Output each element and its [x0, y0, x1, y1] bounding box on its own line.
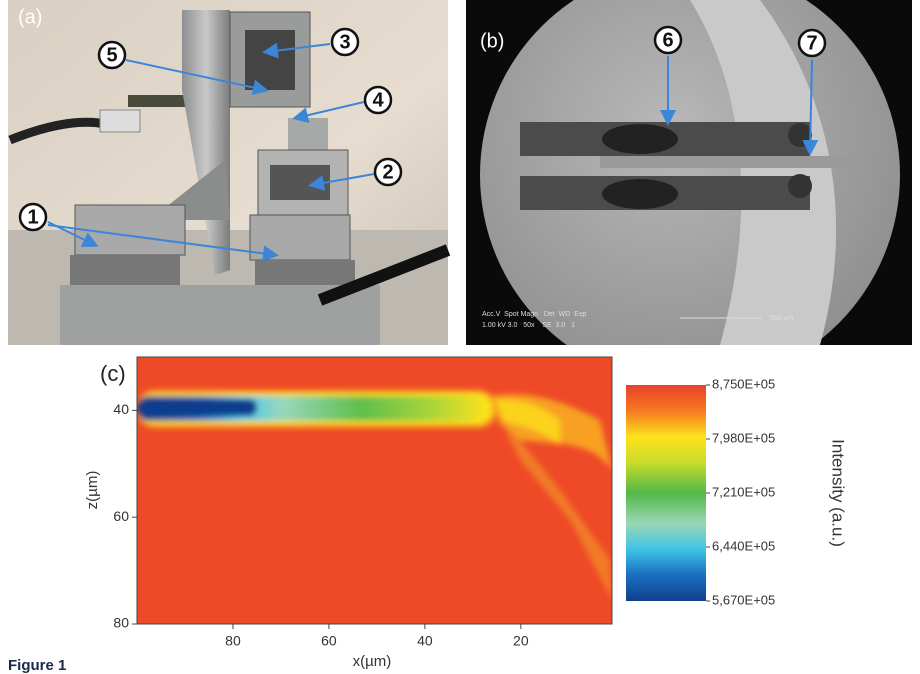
marker: 5: [97, 40, 127, 70]
marker-text: 1: [27, 206, 38, 228]
marker: 7: [797, 28, 827, 58]
marker-text: 2: [382, 161, 393, 183]
photo-b: [466, 0, 912, 345]
y-axis-label: z(µm): [84, 471, 101, 510]
marker: 6: [653, 25, 683, 55]
figure-label: Figure 1: [8, 657, 66, 674]
panel-label: (a): [18, 6, 42, 28]
y-tick-label: 80: [113, 615, 129, 631]
sem-header: Acc.V Spot Magn Det WD Exp: [482, 311, 586, 318]
marker: 3: [330, 27, 360, 57]
colorbar-tick-label: 5,670E+05: [712, 592, 775, 607]
panel-label: (b): [480, 30, 504, 52]
x-tick-label: 80: [225, 633, 241, 649]
marker: 4: [363, 85, 393, 115]
marker-text: 4: [372, 89, 384, 111]
marker-text: 7: [806, 32, 817, 54]
colorbar-label: Intensity (a.u.): [829, 439, 848, 547]
scale-bar-label: 500 µm: [770, 315, 794, 322]
arrows-b: [660, 56, 819, 156]
y-tick-label: 60: [113, 508, 129, 524]
photo-a: [8, 0, 451, 345]
colorbar-tick-label: 6,440E+05: [712, 538, 775, 553]
x-tick-label: 60: [321, 633, 337, 649]
heatmap: [137, 357, 612, 624]
colorbar-tick-label: 7,980E+05: [712, 430, 775, 445]
colorbar-tick-label: 7,210E+05: [712, 484, 775, 499]
x-tick-label: 40: [417, 633, 433, 649]
sem-values: 1.00 kV 3.0 50x SE 3.0 1: [482, 322, 575, 329]
colorbar-tick-label: 8,750E+05: [712, 376, 775, 391]
marker-text: 3: [339, 31, 350, 53]
x-axis-label: x(µm): [353, 653, 392, 670]
colorbar: [626, 385, 706, 601]
y-tick-label: 40: [113, 401, 129, 417]
panel-label: (c): [100, 361, 126, 386]
marker-text: 5: [106, 44, 117, 66]
arrows-a: [47, 42, 375, 262]
marker: 1: [18, 202, 48, 232]
plot-frame: [136, 356, 613, 625]
marker-text: 6: [662, 29, 673, 51]
marker: 2: [373, 157, 403, 187]
x-tick-label: 20: [513, 633, 529, 649]
